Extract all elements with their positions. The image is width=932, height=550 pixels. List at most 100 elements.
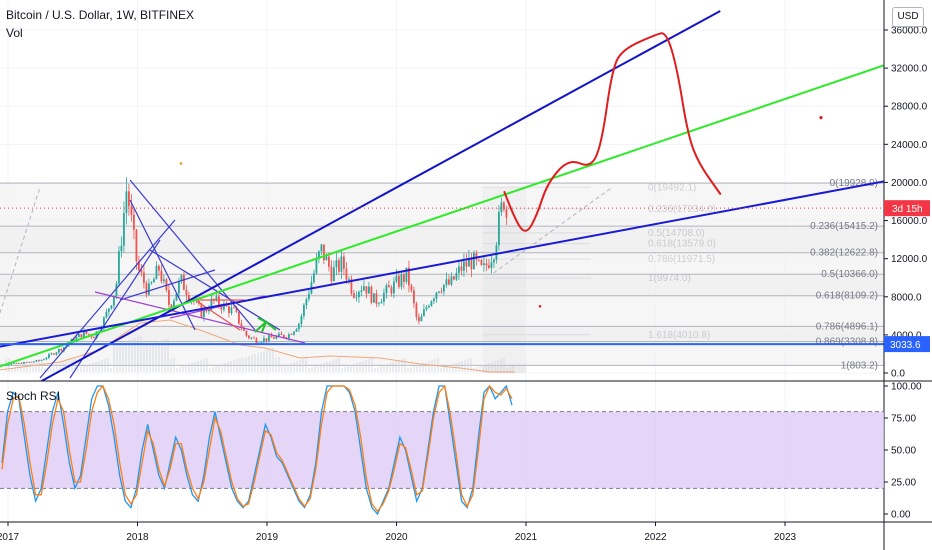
volume-bar <box>431 360 433 372</box>
candle-body <box>400 274 403 287</box>
candle-body <box>338 260 340 272</box>
volume-bar <box>239 358 241 372</box>
candle-body <box>463 261 465 271</box>
candle-body <box>493 259 495 263</box>
volume-bar <box>347 366 349 372</box>
candle-body <box>230 307 233 314</box>
candle-body <box>500 202 503 213</box>
candle-body <box>348 278 350 280</box>
price-badge <box>884 336 930 353</box>
volume-bar <box>374 368 376 372</box>
volume-bar <box>497 360 499 372</box>
candle-body <box>470 258 473 270</box>
candle-body <box>380 301 383 304</box>
candle-body <box>108 308 110 312</box>
volume-bar <box>41 358 43 372</box>
candle-body <box>363 286 365 291</box>
candle-body <box>170 304 173 309</box>
volume-bar <box>296 361 298 372</box>
candle-body <box>395 275 398 282</box>
candle-body <box>383 293 385 302</box>
volume-bar <box>104 359 106 372</box>
volume-bar <box>488 363 490 372</box>
fib-right-label: 1(803.2) <box>841 360 878 371</box>
candle-body <box>473 252 475 270</box>
red-projection-path <box>503 32 722 232</box>
volume-bar <box>305 358 307 372</box>
volume-bar <box>350 365 352 372</box>
candle-body <box>5 364 8 366</box>
candle-body <box>128 191 130 207</box>
volume-bar <box>341 368 343 372</box>
candle-body <box>413 290 415 304</box>
time-tick-label: 2022 <box>644 532 667 543</box>
price-tick-label: 28000.0 <box>891 102 928 113</box>
volume-bar <box>416 365 418 372</box>
candle-body <box>398 275 400 287</box>
candle-body <box>325 256 328 261</box>
volume-bar <box>269 349 271 372</box>
volume-bar <box>389 363 391 372</box>
volume-bar <box>119 343 121 372</box>
candle-body <box>245 330 248 336</box>
volume-bar <box>140 336 142 372</box>
candle-body <box>378 303 380 305</box>
candle-body <box>250 337 253 339</box>
volume-label: Vol <box>6 26 23 40</box>
volume-bar <box>461 361 463 372</box>
candle-body <box>288 334 290 339</box>
candle-body <box>238 311 240 324</box>
candle-body <box>103 317 105 329</box>
volume-bar <box>215 366 217 372</box>
candle-body <box>263 338 265 343</box>
volume-bar <box>113 345 115 372</box>
volume-bar <box>398 360 400 372</box>
volume-bar <box>248 356 250 372</box>
rsi-tick-label: 0.00 <box>891 510 911 521</box>
volume-bar <box>11 368 13 372</box>
volume-bar <box>152 343 154 372</box>
volume-bar <box>257 353 259 372</box>
candle-body <box>408 267 410 286</box>
candle-body <box>13 363 15 364</box>
volume-bar <box>203 359 205 372</box>
trendline-2[interactable] <box>0 178 904 349</box>
price-tick-label: 20000.0 <box>891 178 928 189</box>
candle-body <box>313 273 315 283</box>
candle-body <box>360 290 363 292</box>
candle-body <box>293 331 295 335</box>
volume-bar <box>227 362 229 372</box>
candle-body <box>220 305 223 310</box>
candle-body <box>155 265 158 280</box>
candle-body <box>280 333 283 335</box>
candle-body <box>40 360 43 361</box>
volume-bar <box>332 360 334 372</box>
candle-body <box>403 274 405 282</box>
candle-body <box>498 212 500 246</box>
candle-body <box>163 279 165 282</box>
candle-body <box>450 276 453 285</box>
candle-body <box>18 362 20 364</box>
time-tick-label: 2020 <box>385 532 408 543</box>
candle-body <box>35 360 38 362</box>
fib-right-label: 0.5(10366.0) <box>821 269 878 280</box>
volume-bar <box>146 345 148 372</box>
candle-body <box>268 335 270 341</box>
candle-body <box>28 361 30 363</box>
candle-body <box>335 260 338 268</box>
volume-bar <box>356 363 358 372</box>
volume-bar <box>35 360 37 372</box>
fib-right-label: 0.869(3308.8) <box>816 336 878 347</box>
currency-button[interactable]: USD <box>892 7 924 27</box>
time-tick-label: 2019 <box>256 532 279 543</box>
volume-bar <box>236 359 238 372</box>
volume-bar <box>491 362 493 372</box>
volume-bar <box>164 339 166 372</box>
candle-body <box>328 256 330 267</box>
volume-bar <box>275 358 277 372</box>
candle-body <box>88 333 90 335</box>
candle-body <box>433 298 435 302</box>
trendline-1[interactable] <box>0 59 904 372</box>
candle-body <box>148 283 150 295</box>
